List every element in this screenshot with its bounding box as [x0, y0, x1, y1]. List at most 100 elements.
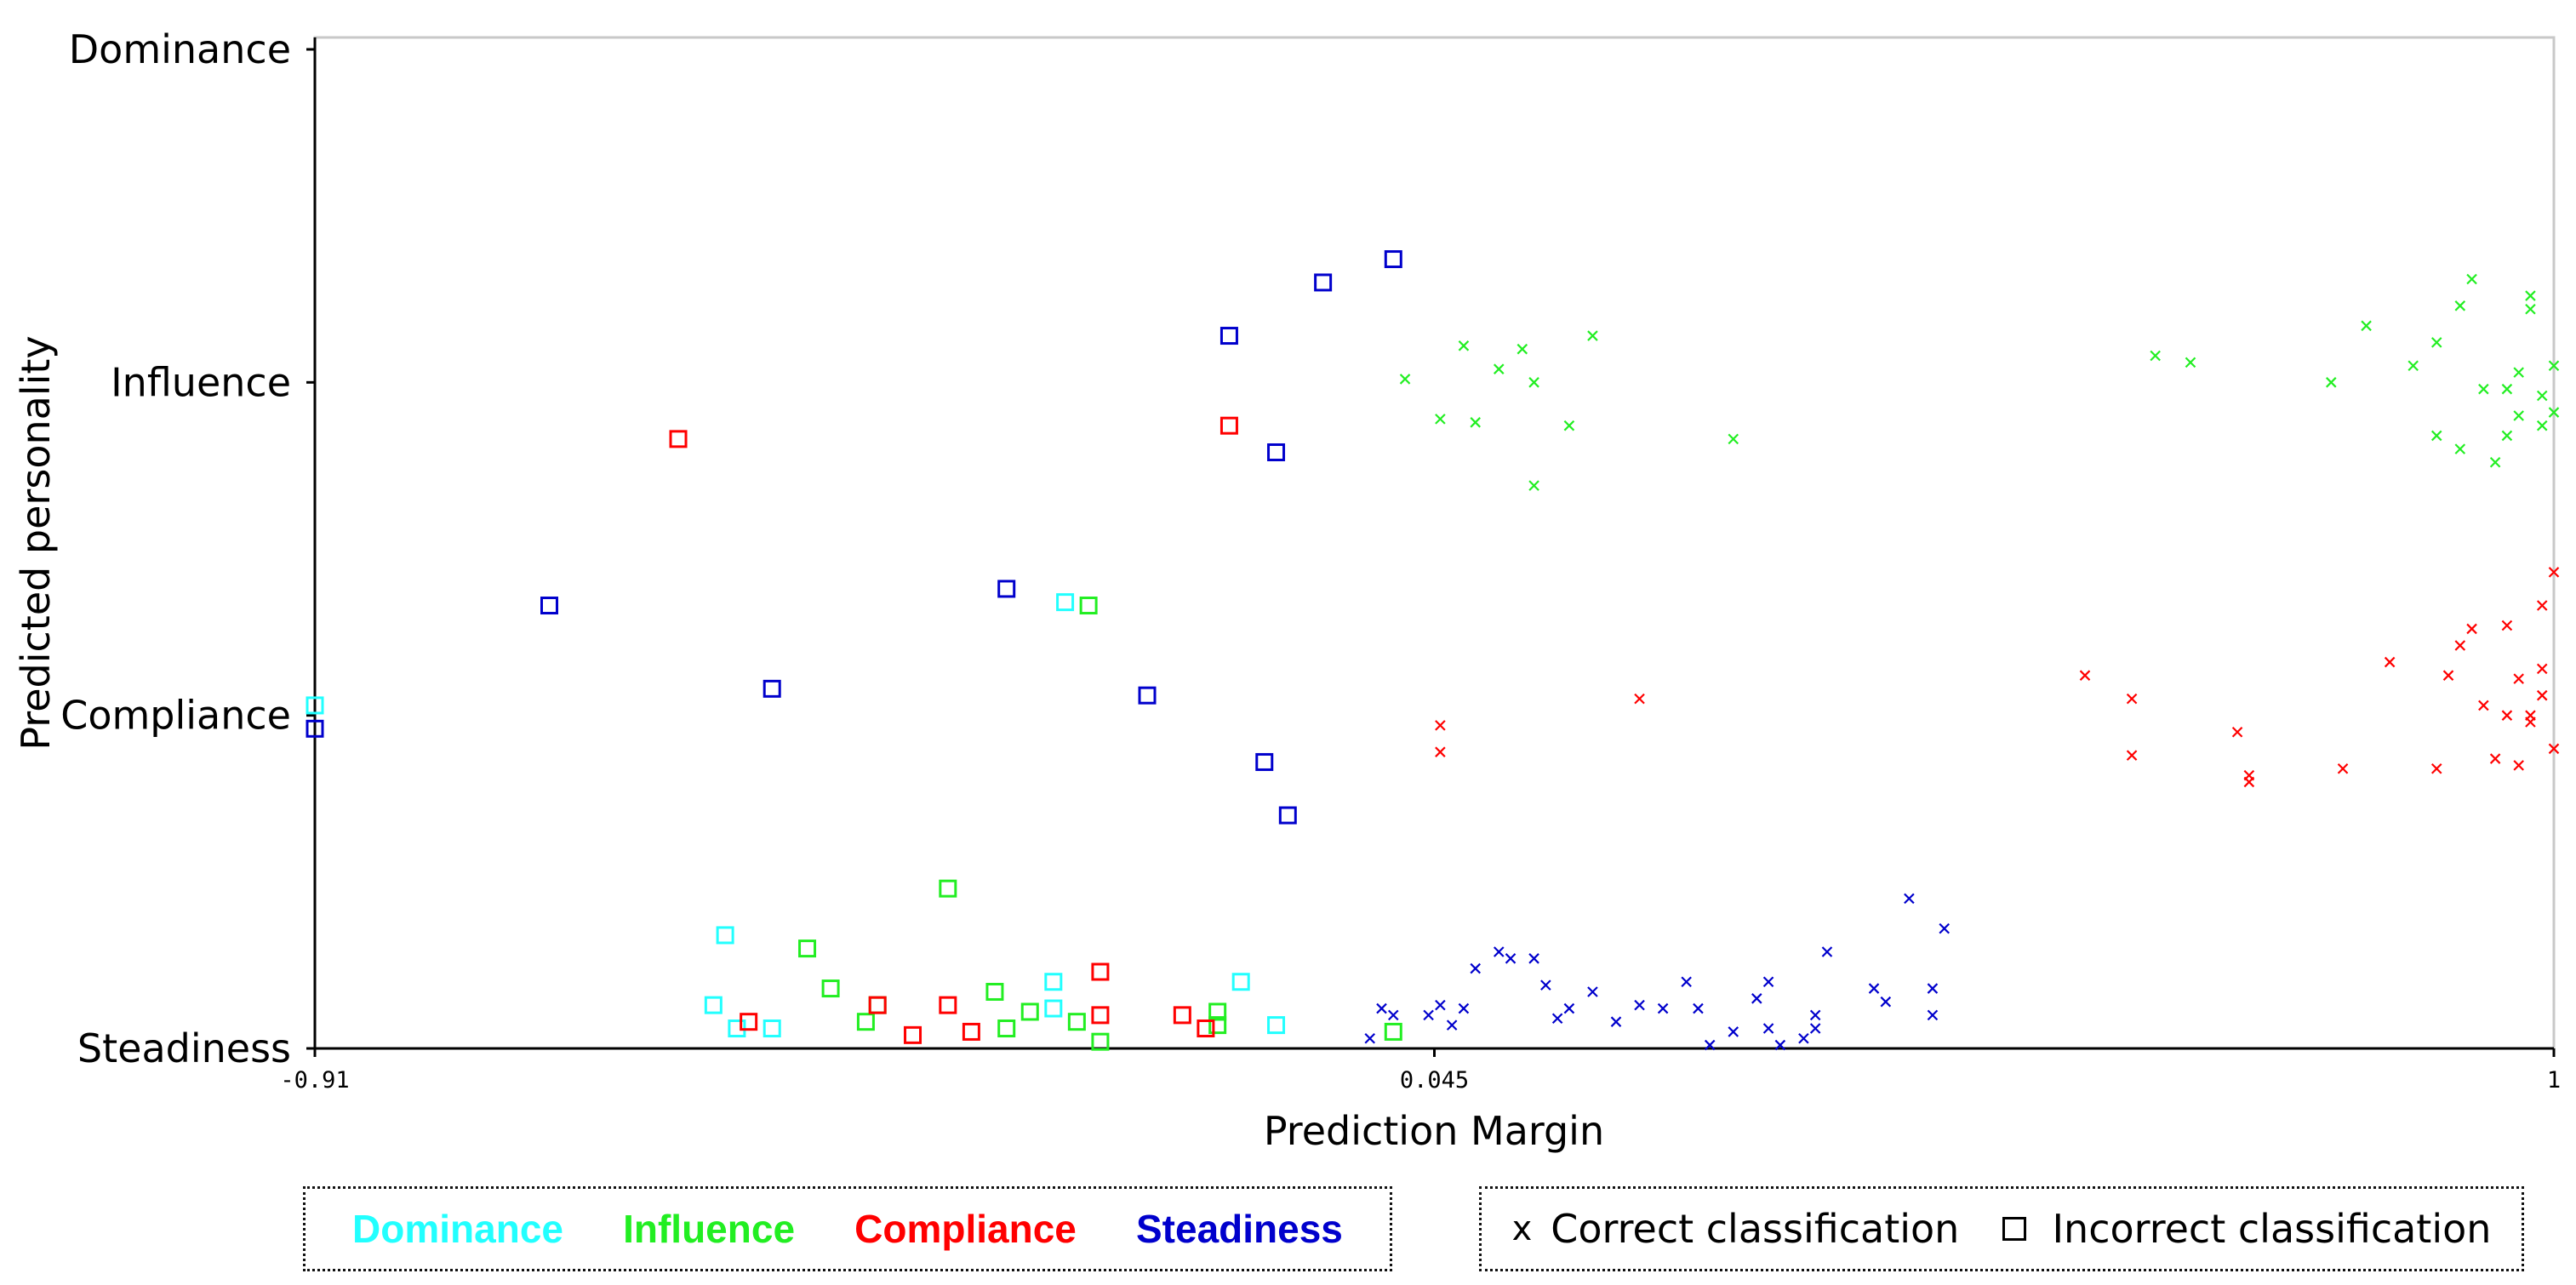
- correct-point-compliance: [2478, 700, 2489, 711]
- correct-point-influence: [2525, 303, 2536, 315]
- correct-point-compliance: [2489, 753, 2501, 764]
- correct-point-compliance: [2430, 763, 2442, 774]
- incorrect-point-steadiness: [1384, 250, 1402, 269]
- legend-incorrect-label: Incorrect classification: [2052, 1206, 2492, 1252]
- correct-point-influence: [1563, 420, 1575, 431]
- correct-point-steadiness: [1904, 893, 1915, 905]
- correct-point-steadiness: [1657, 1002, 1669, 1014]
- correct-point-steadiness: [1563, 1002, 1575, 1014]
- correct-point-influence: [2361, 320, 2372, 332]
- correct-point-influence: [2185, 357, 2196, 368]
- incorrect-point-steadiness: [540, 597, 558, 615]
- correct-point-compliance: [2384, 656, 2396, 668]
- incorrect-point-influence: [1208, 1016, 1227, 1035]
- correct-point-steadiness: [1376, 1002, 1387, 1014]
- correct-point-influence: [2454, 300, 2466, 311]
- incorrect-point-steadiness: [1255, 752, 1274, 771]
- correct-point-influence: [1493, 363, 1505, 374]
- correct-point-influence: [2525, 290, 2536, 301]
- correct-point-influence: [2548, 360, 2560, 372]
- correct-point-compliance: [1634, 693, 1645, 705]
- correct-point-steadiness: [1762, 1023, 1774, 1034]
- incorrect-point-dominance: [1044, 973, 1063, 991]
- y-tick-label-compliance: Compliance: [60, 693, 291, 739]
- correct-point-influence: [2548, 407, 2560, 418]
- incorrect-point-influence: [1384, 1022, 1402, 1041]
- x-tick-label: -0.91: [280, 1067, 349, 1094]
- incorrect-point-influence: [997, 1019, 1016, 1038]
- correct-point-influence: [1470, 417, 1481, 428]
- correct-point-steadiness: [1809, 1023, 1821, 1034]
- incorrect-point-influence: [868, 996, 887, 1014]
- correct-point-compliance: [2536, 663, 2548, 675]
- correct-point-steadiness: [1470, 962, 1481, 974]
- incorrect-point-compliance: [962, 1022, 980, 1041]
- incorrect-point-compliance: [1173, 1006, 1191, 1025]
- correct-point-steadiness: [1458, 1002, 1470, 1014]
- y-tick-label-influence: Influence: [111, 359, 291, 405]
- correct-point-influence: [2408, 360, 2419, 372]
- square-marker-icon: [2002, 1217, 2027, 1241]
- incorrect-point-influence: [939, 879, 957, 898]
- correct-point-steadiness: [1610, 1016, 1622, 1027]
- legend-correct-label: Correct classification: [1551, 1206, 1960, 1252]
- correct-point-compliance: [2231, 726, 2243, 738]
- legend-item-correct: x Correct classification: [1512, 1206, 1960, 1252]
- scatter-chart: Dominance Influence Compliance Steadiness -…: [13, 26, 2561, 1154]
- incorrect-point-dominance: [704, 996, 723, 1014]
- incorrect-point-dominance: [1267, 1016, 1286, 1035]
- correct-point-compliance: [1435, 746, 1446, 757]
- correct-point-influence: [2536, 420, 2548, 431]
- correct-point-influence: [2513, 367, 2524, 378]
- plot-frame: [313, 36, 2556, 1050]
- correct-point-steadiness: [1364, 1032, 1376, 1044]
- incorrect-point-steadiness: [1138, 686, 1157, 705]
- y-tick-label-dominance: Dominance: [69, 26, 291, 72]
- correct-point-steadiness: [1821, 946, 1833, 957]
- correct-point-influence: [2536, 390, 2548, 402]
- incorrect-point-influence: [856, 1013, 875, 1031]
- incorrect-point-influence: [1208, 1002, 1227, 1021]
- x-axis-title: Prediction Margin: [1264, 1108, 1604, 1154]
- incorrect-point-dominance: [1044, 999, 1063, 1018]
- incorrect-point-compliance: [939, 996, 957, 1014]
- correct-point-steadiness: [1528, 953, 1539, 964]
- correct-point-compliance: [2536, 689, 2548, 701]
- incorrect-point-steadiness: [1267, 443, 1286, 462]
- legend-item-influence: Influence: [623, 1207, 796, 1251]
- correct-point-compliance: [2243, 776, 2255, 788]
- incorrect-point-influence: [1079, 597, 1098, 615]
- correct-point-steadiness: [1634, 999, 1645, 1011]
- correct-point-influence: [2501, 430, 2513, 442]
- incorrect-point-compliance: [1197, 1019, 1215, 1038]
- correct-point-compliance: [2126, 693, 2138, 705]
- marker-legend: x Correct classification Incorrect class…: [1479, 1186, 2524, 1271]
- correct-point-compliance: [2548, 743, 2560, 755]
- incorrect-point-influence: [985, 982, 1004, 1001]
- incorrect-point-influence: [1067, 1013, 1086, 1031]
- correct-point-compliance: [2525, 717, 2536, 728]
- correct-point-influence: [2478, 383, 2489, 395]
- legend-item-incorrect: Incorrect classification: [2002, 1206, 2491, 1252]
- x-marker-icon: x: [1511, 1209, 1533, 1248]
- correct-point-steadiness: [1728, 1026, 1739, 1037]
- correct-point-influence: [1516, 343, 1528, 355]
- incorrect-point-dominance: [1231, 973, 1250, 991]
- correct-point-steadiness: [1423, 1009, 1434, 1021]
- y-tick-label-steadiness: Steadiness: [77, 1025, 291, 1071]
- correct-point-compliance: [1435, 720, 1446, 731]
- incorrect-point-compliance: [669, 430, 688, 448]
- correct-point-steadiness: [1693, 1002, 1704, 1014]
- correct-point-steadiness: [1493, 946, 1505, 957]
- correct-point-influence: [1435, 414, 1446, 425]
- correct-point-compliance: [2513, 673, 2524, 684]
- data-marks: [306, 250, 2560, 1051]
- correct-point-steadiness: [1435, 999, 1446, 1011]
- correct-point-compliance: [2513, 760, 2524, 771]
- correct-point-steadiness: [1868, 983, 1880, 994]
- x-tick-label: 1: [2547, 1067, 2561, 1094]
- correct-point-compliance: [2501, 710, 2513, 721]
- incorrect-point-influence: [798, 939, 817, 958]
- correct-point-influence: [1528, 377, 1539, 388]
- correct-point-steadiness: [1388, 1009, 1399, 1021]
